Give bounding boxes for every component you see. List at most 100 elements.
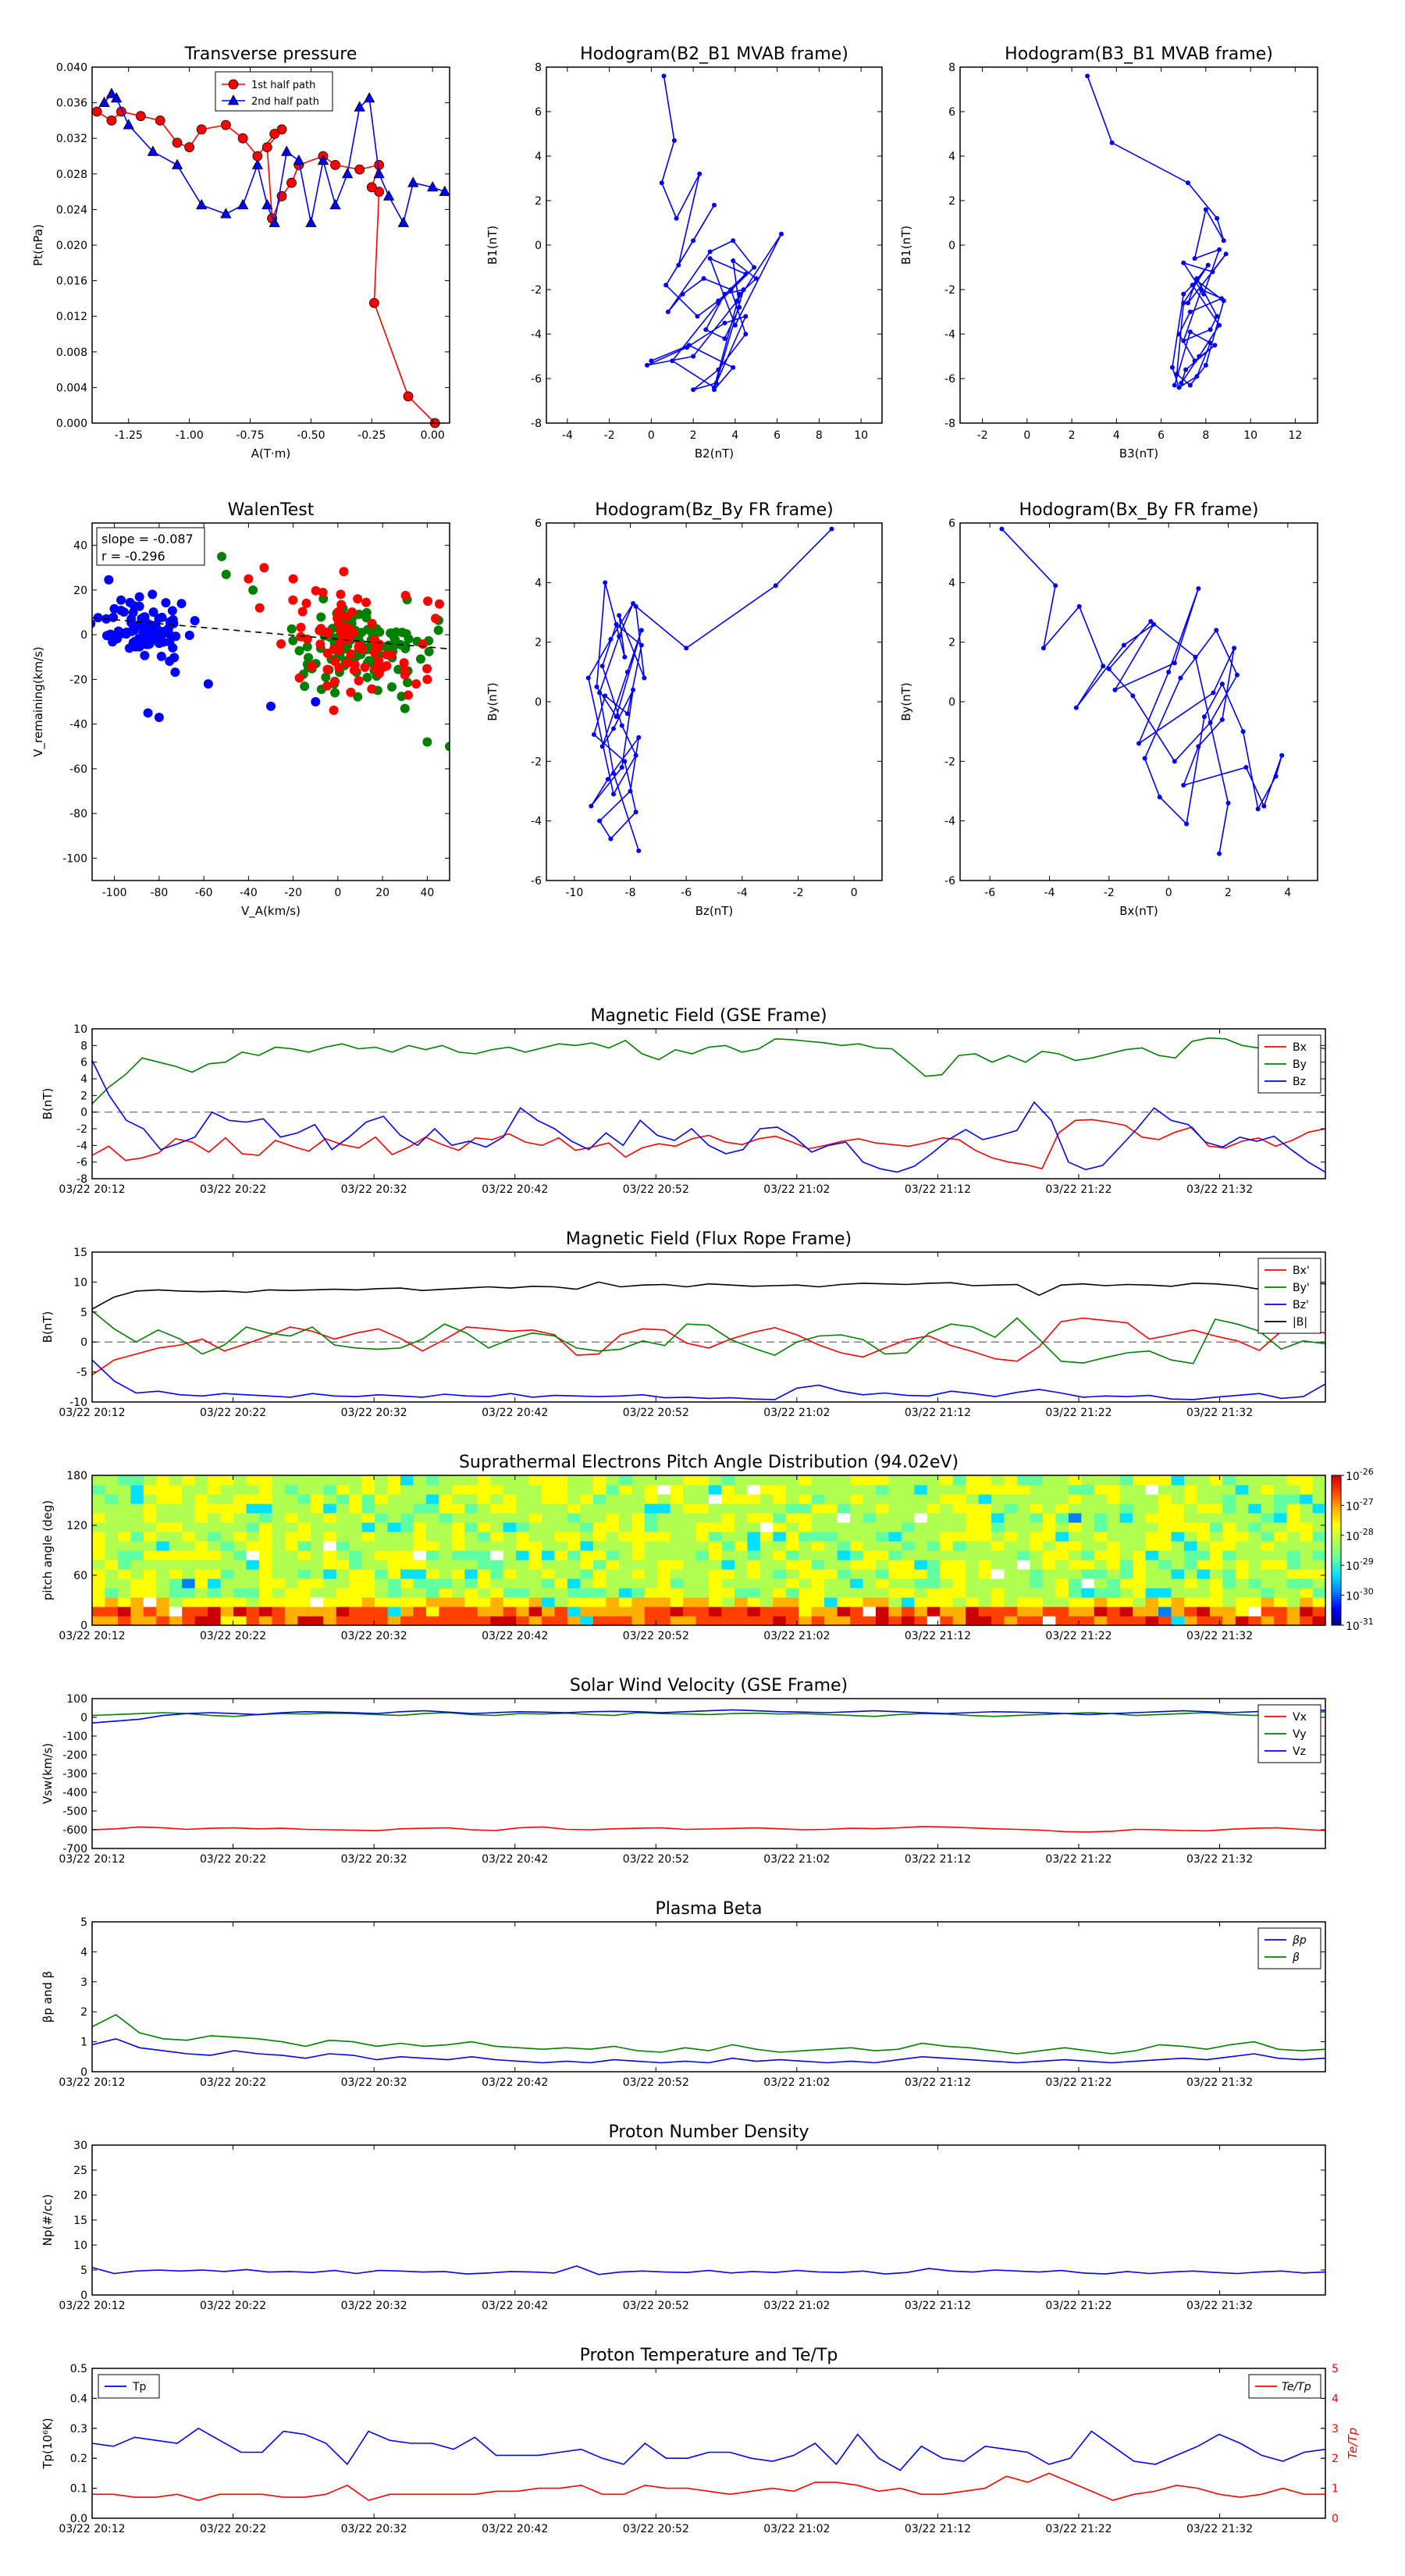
data-point	[703, 327, 709, 333]
heatmap-cell	[799, 1616, 813, 1626]
heatmap-cell	[169, 1494, 183, 1504]
heatmap-cell	[258, 1485, 273, 1495]
heatmap-cell	[105, 1606, 119, 1617]
heatmap-cell	[425, 1588, 439, 1598]
x-tick-label: 4	[1284, 887, 1291, 899]
series-line-vz	[92, 1709, 1325, 1724]
heatmap-cell	[747, 1475, 761, 1485]
heatmap-cell	[966, 1541, 980, 1551]
heatmap-cell	[349, 1550, 363, 1560]
data-point	[357, 628, 367, 638]
heatmap-cell	[323, 1606, 337, 1617]
heatmap-cell	[1133, 1503, 1147, 1514]
data-point	[220, 208, 232, 219]
heatmap-cell	[413, 1578, 427, 1589]
data-point	[286, 177, 297, 188]
heatmap-cell	[606, 1522, 620, 1532]
heatmap-cell	[542, 1597, 556, 1607]
heatmap-cell	[773, 1494, 787, 1504]
heatmap-cell	[644, 1541, 658, 1551]
data-point	[321, 672, 331, 682]
heatmap-cell	[336, 1485, 350, 1495]
heatmap-cell	[580, 1606, 594, 1617]
heatmap-cell	[1183, 1606, 1198, 1617]
heatmap-cell	[1197, 1494, 1211, 1504]
y-tick-label: 2	[535, 195, 542, 208]
heatmap-cell	[901, 1503, 915, 1514]
data-point	[670, 358, 675, 364]
heatmap-cell	[721, 1513, 735, 1523]
heatmap-cell	[966, 1569, 980, 1579]
heatmap-cell	[1004, 1560, 1018, 1570]
heatmap-cell	[554, 1475, 568, 1485]
heatmap-cell	[914, 1616, 928, 1626]
data-point	[1214, 628, 1219, 633]
heatmap-cell	[1300, 1578, 1314, 1589]
heatmap-cell	[272, 1522, 286, 1532]
data-point	[722, 336, 727, 341]
heatmap-cell	[799, 1569, 813, 1579]
heatmap-cell	[580, 1485, 594, 1495]
heatmap-cell	[1312, 1475, 1326, 1485]
heatmap-cell	[606, 1485, 620, 1495]
heatmap-cell	[785, 1606, 799, 1617]
heatmap-cell	[657, 1541, 671, 1551]
data-point	[1136, 741, 1141, 746]
heatmap-cell	[811, 1560, 825, 1570]
heatmap-cell	[1235, 1494, 1249, 1504]
plot-frame	[959, 66, 1318, 424]
chart-title: WalenTest	[228, 500, 315, 520]
heatmap-cell	[1248, 1522, 1262, 1532]
x-axis-label: A(T·m)	[251, 447, 291, 461]
heatmap-cell	[1197, 1475, 1211, 1485]
heatmap-cell	[734, 1485, 748, 1495]
data-point	[713, 380, 719, 386]
data-point	[737, 304, 742, 310]
heatmap-cell	[1286, 1522, 1300, 1532]
data-point	[184, 630, 194, 640]
heatmap-cell	[644, 1588, 658, 1598]
data-point	[728, 287, 734, 292]
heatmap-cell	[182, 1550, 196, 1560]
heatmap-cell	[901, 1522, 915, 1532]
heatmap-cell	[477, 1532, 491, 1542]
y-tick-label: 0	[80, 1620, 87, 1632]
heatmap-cell	[914, 1532, 928, 1542]
heatmap-cell	[1107, 1588, 1121, 1598]
plot-frame	[91, 1921, 1326, 2073]
heatmap-cell	[1222, 1541, 1236, 1551]
heatmap-cell	[1286, 1485, 1300, 1495]
data-point	[622, 654, 628, 660]
heatmap-cell	[272, 1578, 286, 1589]
y-tick-label: 5	[80, 1916, 87, 1929]
x-tick-label: 0	[648, 429, 655, 442]
heatmap-cell	[644, 1569, 658, 1579]
heatmap-cell	[439, 1485, 453, 1495]
heatmap-cell	[606, 1550, 620, 1560]
heatmap-cell	[387, 1560, 401, 1570]
heatmap-cell	[1197, 1541, 1211, 1551]
heatmap-cell	[592, 1485, 606, 1495]
y-tick-label: 0	[80, 2066, 87, 2079]
heatmap-cell	[1042, 1606, 1056, 1617]
heatmap-cell	[901, 1560, 915, 1570]
heatmap-cell	[375, 1475, 389, 1485]
heatmap-cell	[233, 1475, 247, 1485]
heatmap-cell	[1004, 1513, 1018, 1523]
heatmap-cell	[528, 1532, 542, 1542]
heatmap-cell	[991, 1616, 1005, 1626]
heatmap-cell	[477, 1494, 491, 1504]
data-point	[399, 658, 409, 668]
heatmap-cell	[824, 1485, 838, 1495]
data-point	[296, 622, 306, 632]
data-point	[743, 272, 749, 277]
data-point	[753, 276, 759, 281]
heatmap-cell	[1068, 1532, 1082, 1542]
heatmap-cell	[272, 1569, 286, 1579]
heatmap-cell	[439, 1475, 453, 1485]
heatmap-cell	[567, 1588, 582, 1598]
heatmap-cell	[92, 1532, 106, 1542]
x-tick-label: 03/22 21:32	[1186, 1407, 1253, 1419]
x-tick-label: 03/22 20:52	[623, 2523, 689, 2535]
y-tick-label: -400	[62, 1787, 87, 1799]
